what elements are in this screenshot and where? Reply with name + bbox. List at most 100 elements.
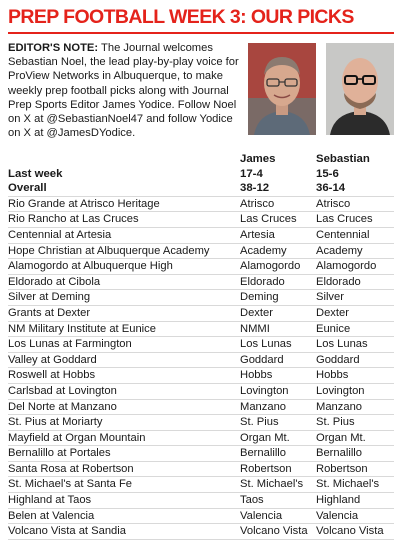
james-pick: Academy [240,243,316,260]
james-pick: Bernalillo [240,445,316,462]
james-pick: Artesia [240,227,316,244]
game-row: Mayfield at Organ Mountain Organ Mt. Organ… [8,430,394,447]
game-row: Highland at Taos Taos Highland [8,492,394,509]
sebastian-pick: Eunice [316,321,394,338]
editors-note-label: EDITOR'S NOTE: [8,42,99,54]
sebastian-pick: Highland [316,492,394,509]
sebastian-pick: Goddard [316,352,394,369]
sebastian-photo [326,43,394,135]
game-matchup: Belen at Valencia [8,508,240,525]
james-pick: Deming [240,289,316,306]
game-row: Grants at Dexter Dexter Dexter [8,305,394,322]
game-row: Del Norte at Manzano Manzano Manzano [8,399,394,416]
james-pick: Lovington [240,383,316,400]
james-pick: Organ Mt. [240,430,316,447]
sebastian-pick: Manzano [316,399,394,416]
sebastian-pick: Organ Mt. [316,430,394,447]
game-matchup: St. Michael's at Santa Fe [8,476,240,494]
sebastian-pick: Volcano Vista [316,523,394,540]
sebastian-pick: Silver [316,289,394,306]
sebastian-pick: Valencia [316,508,394,525]
headline: PREP FOOTBALL WEEK 3: OUR PICKS [8,6,354,28]
sebastian-pick: Bernalillo [316,445,394,462]
record-label: Last week [8,167,63,180]
game-matchup: Highland at Taos [8,492,240,509]
sebastian-pick: Atrisco [316,196,394,213]
james-headshot-image [248,43,316,135]
james-pick: Volcano Vista [240,523,316,540]
sebastian-pick: Dexter [316,305,394,322]
game-matchup: Volcano Vista at Sandia [8,523,240,540]
game-row: Santa Rosa at Robertson Robertson Robertso… [8,461,394,478]
james-pick: Dexter [240,305,316,322]
game-row: Alamogordo at Albuquerque High Alamogordo… [8,258,394,275]
game-matchup: Carlsbad at Lovington [8,383,240,400]
sebastian-record: 15-6 [316,167,339,180]
sebastian-pick: Los Lunas [316,336,394,353]
game-matchup: Centennial at Artesia [8,227,240,244]
james-pick: Atrisco [240,196,316,213]
game-matchup: Eldorado at Cibola [8,274,240,291]
james-pick: Taos [240,492,316,509]
game-matchup: Alamogordo at Albuquerque High [8,258,240,275]
game-row: St. Michael's at Santa Fe St. Michael's St… [8,476,394,494]
game-matchup: Santa Rosa at Robertson [8,461,240,478]
column-header-row: James Sebastian [8,152,394,167]
james-pick: St. Michael's [240,476,316,494]
game-row: St. Pius at Moriarty St. Pius St. Pius [8,414,394,431]
game-matchup: Rio Grande at Atrisco Heritage [8,196,240,213]
james-pick: St. Pius [240,414,316,431]
james-column-header: James [240,153,276,165]
game-row: Rio Rancho at Las Cruces Las Cruces Las Cr… [8,211,394,228]
sebastian-pick: Alamogordo [316,258,394,275]
sebastian-pick: Hobbs [316,367,394,384]
james-pick: Valencia [240,508,316,525]
james-record: 38-12 [240,181,316,197]
game-row: Valley at Goddard Goddard Goddard [8,352,394,369]
game-row: Hope Christian at Albuquerque Academy Aca… [8,243,394,260]
sebastian-record: 36-14 [316,181,394,197]
editors-note-text: The Journal welcomes Sebastian Noel, the… [8,42,239,140]
picks-graphic: PREP FOOTBALL WEEK 3: OUR PICKS EDITOR'S… [8,6,394,540]
sebastian-pick: Eldorado [316,274,394,291]
game-matchup: Valley at Goddard [8,352,240,369]
james-pick: NMMI [240,321,316,338]
james-photo [248,43,316,135]
sebastian-pick: St. Pius [316,414,394,431]
sebastian-pick: St. Michael's [316,476,394,494]
game-matchup: Bernalillo at Portales [8,445,240,462]
game-row: Rio Grande at Atrisco Heritage Atrisco Atr… [8,196,394,213]
sebastian-column-header: Sebastian [316,153,370,165]
game-row: NM Military Institute at Eunice NMMI Eunic… [8,321,394,338]
game-row: Bernalillo at Portales Bernalillo Bernalil… [8,445,394,462]
game-matchup: Hope Christian at Albuquerque Academy [8,243,240,260]
game-row: Centennial at Artesia Artesia Centennial [8,227,394,244]
game-row: Los Lunas at Farmington Los Lunas Los Luna… [8,336,394,353]
game-matchup: Los Lunas at Farmington [8,336,240,353]
game-matchup: St. Pius at Moriarty [8,414,240,431]
game-matchup: Mayfield at Organ Mountain [8,430,240,447]
game-column-header [8,152,240,167]
james-pick: Manzano [240,399,316,416]
sebastian-pick: Las Cruces [316,211,394,228]
sebastian-headshot-image [326,43,394,135]
james-pick: Robertson [240,461,316,478]
sebastian-pick: Academy [316,243,394,260]
editors-note: EDITOR'S NOTE: The Journal welcomes Seba… [8,41,240,140]
last-week-row: Last week 17-4 15-6 [8,167,394,182]
james-pick: Los Lunas [240,336,316,353]
headline-rule [8,32,394,34]
intro-section: EDITOR'S NOTE: The Journal welcomes Seba… [8,41,394,139]
game-row: Volcano Vista at Sandia Volcano Vista Volc… [8,523,394,540]
james-pick: Alamogordo [240,258,316,275]
record-label: Overall [8,181,240,197]
game-matchup: NM Military Institute at Eunice [8,321,240,338]
game-matchup: Roswell at Hobbs [8,367,240,384]
game-row: Eldorado at Cibola Eldorado Eldorado [8,274,394,291]
james-pick: Hobbs [240,367,316,384]
game-row: Roswell at Hobbs Hobbs Hobbs [8,367,394,384]
sebastian-pick: Lovington [316,383,394,400]
overall-row: Overall 38-12 36-14 [8,181,394,197]
game-matchup: Del Norte at Manzano [8,399,240,416]
game-row: Carlsbad at Lovington Lovington Lovington [8,383,394,400]
